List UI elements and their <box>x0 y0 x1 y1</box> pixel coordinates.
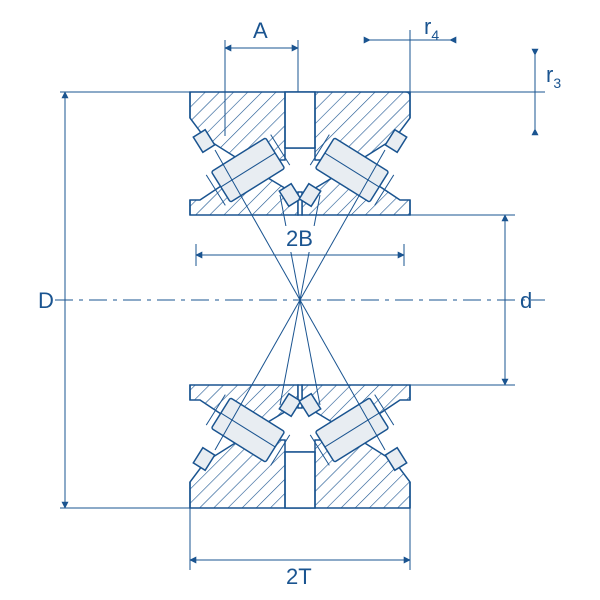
dim-r3: r3 <box>410 55 561 129</box>
bearing-drawing: D d 2T 2B A r4 <box>0 0 600 600</box>
label-r4: r4 <box>424 14 439 43</box>
dim-2B: 2B <box>196 226 404 266</box>
label-D: D <box>38 288 54 313</box>
dim-2T: 2T <box>190 508 410 589</box>
label-2B: 2B <box>286 226 313 251</box>
label-2T: 2T <box>286 564 312 589</box>
dim-r4: r4 <box>370 14 450 92</box>
label-A: A <box>253 18 268 43</box>
label-d: d <box>520 288 532 313</box>
label-r3: r3 <box>546 62 561 91</box>
dim-A: A <box>225 18 298 92</box>
